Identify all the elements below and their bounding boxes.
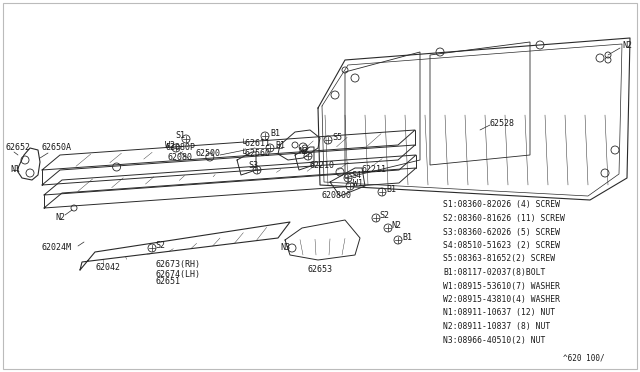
Text: 62500: 62500 bbox=[195, 150, 220, 158]
Text: 62528: 62528 bbox=[490, 119, 515, 128]
Text: W2: W2 bbox=[165, 141, 175, 150]
Text: N2: N2 bbox=[298, 148, 308, 157]
Text: N2: N2 bbox=[55, 214, 65, 222]
Text: S2: S2 bbox=[155, 241, 165, 250]
Text: 62673(RH): 62673(RH) bbox=[155, 260, 200, 269]
Text: B1: B1 bbox=[386, 186, 396, 195]
Text: └62560: └62560 bbox=[241, 148, 271, 157]
Text: Nl: Nl bbox=[10, 166, 20, 174]
Text: S1:08360-82026 (4) SCREW: S1:08360-82026 (4) SCREW bbox=[443, 201, 560, 209]
Text: B1: B1 bbox=[270, 129, 280, 138]
Text: W2:08915-43810(4) WASHER: W2:08915-43810(4) WASHER bbox=[443, 295, 560, 304]
Text: S3:08360-62026 (5) SCREW: S3:08360-62026 (5) SCREW bbox=[443, 228, 560, 237]
Text: 62653: 62653 bbox=[307, 266, 333, 275]
Text: N3: N3 bbox=[280, 244, 290, 253]
Text: S2:08360-81626 (11) SCREW: S2:08360-81626 (11) SCREW bbox=[443, 214, 565, 223]
Text: 62211: 62211 bbox=[362, 166, 387, 174]
Text: 62080: 62080 bbox=[168, 154, 193, 163]
Text: B1: B1 bbox=[275, 141, 285, 151]
Text: S4:08510-51623 (2) SCREW: S4:08510-51623 (2) SCREW bbox=[443, 241, 560, 250]
Text: N2: N2 bbox=[391, 221, 401, 231]
Text: B1:08117-02037(8)BOLT: B1:08117-02037(8)BOLT bbox=[443, 268, 545, 277]
Text: N2:08911-10837 (8) NUT: N2:08911-10837 (8) NUT bbox=[443, 322, 550, 331]
Text: W1: W1 bbox=[353, 179, 363, 187]
Text: 62042: 62042 bbox=[95, 263, 120, 273]
Text: └62611: └62611 bbox=[241, 138, 271, 148]
Text: W1:08915-53610(7) WASHER: W1:08915-53610(7) WASHER bbox=[443, 282, 560, 291]
Text: S1: S1 bbox=[175, 131, 185, 141]
Text: N3:08966-40510(2) NUT: N3:08966-40510(2) NUT bbox=[443, 336, 545, 344]
Text: 62080P: 62080P bbox=[165, 144, 195, 153]
Text: N1:08911-10637 (12) NUT: N1:08911-10637 (12) NUT bbox=[443, 308, 555, 317]
Text: ^620 100/: ^620 100/ bbox=[563, 353, 605, 362]
Text: S2: S2 bbox=[379, 212, 389, 221]
Text: S4: S4 bbox=[351, 170, 361, 180]
Text: S5: S5 bbox=[332, 134, 342, 142]
Text: 62651: 62651 bbox=[156, 278, 180, 286]
Text: B1: B1 bbox=[402, 234, 412, 243]
Text: S5:08363-81652(2) SCREW: S5:08363-81652(2) SCREW bbox=[443, 254, 555, 263]
Text: 62024M: 62024M bbox=[42, 244, 72, 253]
Text: S3: S3 bbox=[248, 161, 258, 170]
Text: 62652: 62652 bbox=[5, 144, 30, 153]
Text: 62210: 62210 bbox=[310, 160, 335, 170]
Text: 62674(LH): 62674(LH) bbox=[155, 269, 200, 279]
Text: 620800: 620800 bbox=[322, 190, 352, 199]
Text: 62650A: 62650A bbox=[42, 144, 72, 153]
Text: N2: N2 bbox=[622, 42, 632, 51]
